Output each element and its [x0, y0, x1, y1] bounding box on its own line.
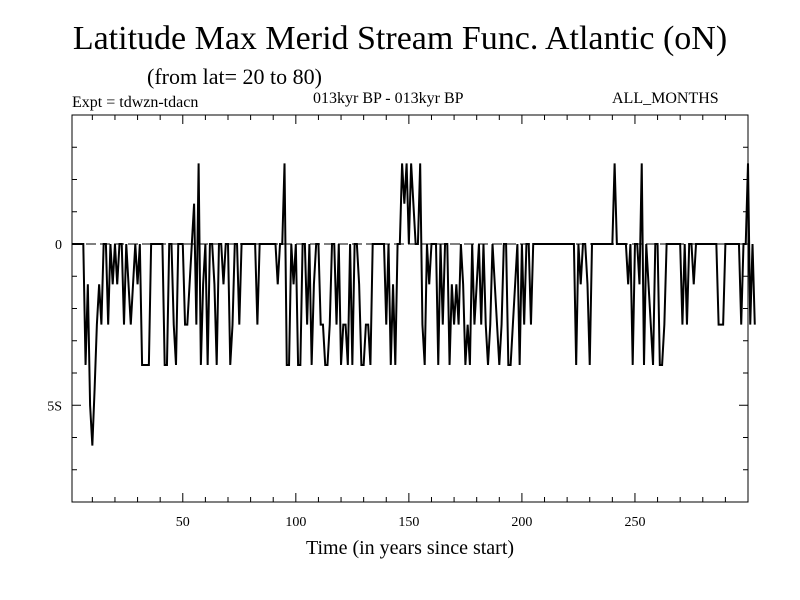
- x-tick-label: 50: [176, 515, 190, 530]
- y-tick-label: 5S: [47, 399, 62, 414]
- period-label: 013kyr BP - 013kyr BP: [313, 90, 464, 107]
- tick-labels: 50 100 150 200 250 5S 0: [47, 238, 645, 530]
- x-tick-label: 150: [398, 515, 419, 530]
- x-axis-label: Time (in years since start): [305, 537, 515, 559]
- chart-subtitle: (from lat= 20 to 80): [147, 64, 322, 89]
- x-tick-label: 250: [624, 515, 645, 530]
- plot-frame: [71, 114, 749, 503]
- chart-title: Latitude Max Merid Stream Func. Atlantic…: [72, 20, 728, 57]
- experiment-label: Expt = tdwzn-tdacn: [72, 94, 199, 111]
- months-label: ALL_MONTHS: [612, 90, 719, 107]
- y-tick-label: 0: [55, 238, 62, 253]
- series-line: [72, 163, 756, 446]
- x-tick-label: 100: [285, 515, 306, 530]
- axis-ticks: [72, 115, 748, 502]
- x-tick-label: 200: [511, 515, 532, 530]
